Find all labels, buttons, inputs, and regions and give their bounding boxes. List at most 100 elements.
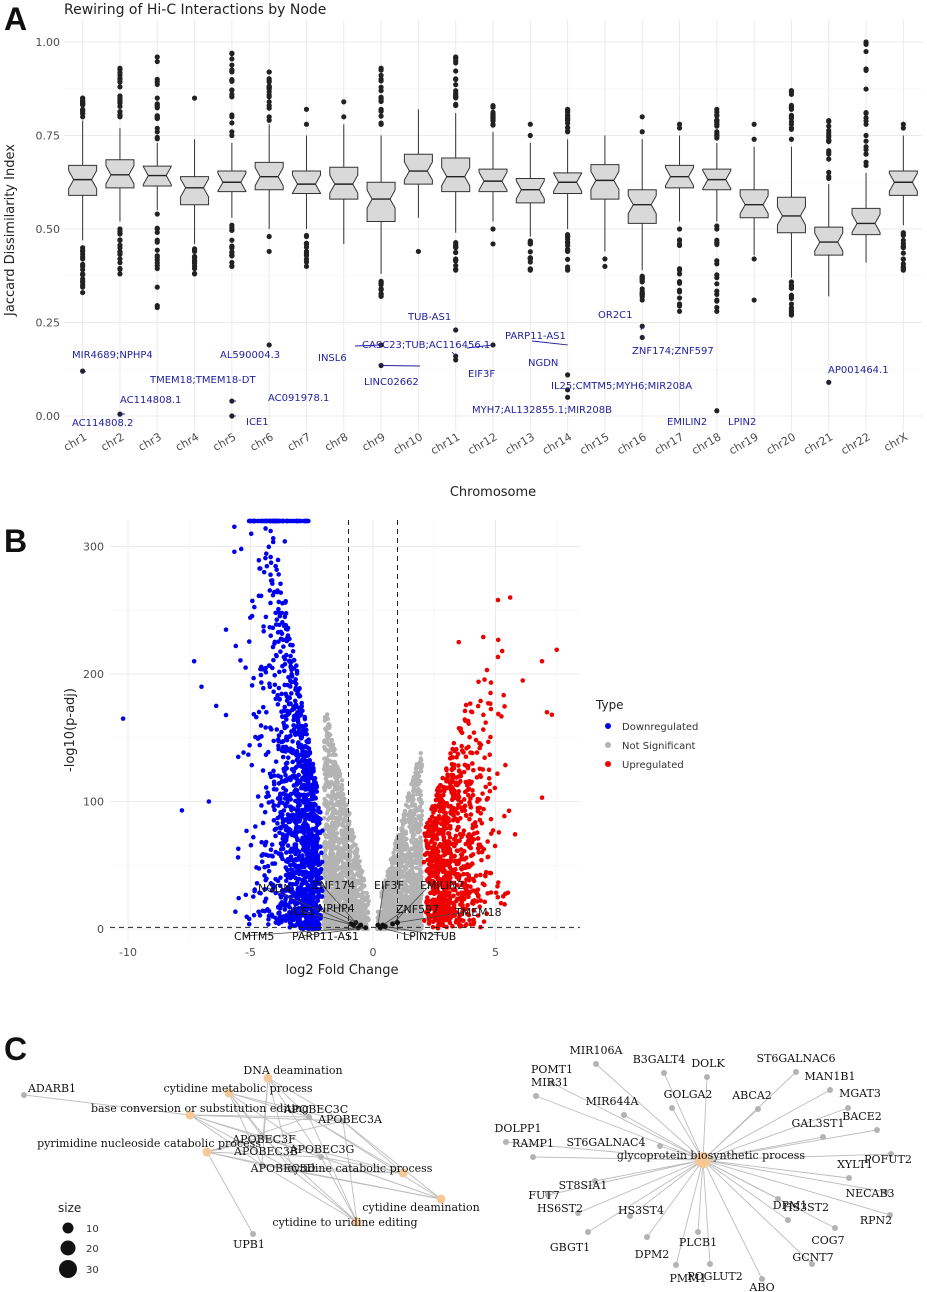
point-downregulated [295, 890, 300, 896]
outlier-point [154, 302, 160, 309]
point-downregulated [272, 682, 278, 688]
point-downregulated [275, 557, 281, 563]
point-downregulated [246, 639, 252, 644]
point-downregulated [243, 892, 249, 898]
point-downregulated [263, 785, 269, 790]
outlier-point [453, 258, 459, 264]
point-downregulated [273, 759, 279, 764]
point-downregulated [279, 631, 285, 636]
outlier-point [154, 54, 160, 60]
point-not-significant [356, 873, 361, 878]
point-downregulated [305, 837, 311, 843]
box-body [403, 153, 433, 185]
point-downregulated [311, 807, 317, 813]
point-not-significant [418, 840, 423, 845]
point-not-significant [402, 808, 408, 814]
point-not-significant [322, 816, 327, 821]
point-downregulated [248, 842, 254, 848]
point-downregulated [282, 682, 287, 688]
point-downregulated [283, 803, 288, 808]
outlier-point [303, 240, 310, 246]
point-downregulated [271, 818, 277, 823]
point-downregulated [313, 861, 319, 866]
point-downregulated [301, 518, 307, 524]
point-downregulated [275, 702, 281, 707]
point-downregulated [191, 658, 197, 664]
point-downregulated [277, 813, 283, 819]
outlier-point [154, 262, 160, 269]
outlier-point [602, 263, 608, 269]
point-downregulated [260, 768, 266, 773]
outlier-point [714, 123, 720, 129]
point-downregulated [310, 833, 316, 838]
outlier-point [788, 301, 795, 307]
point-downregulated [271, 657, 276, 663]
point-downregulated [308, 785, 313, 790]
point-not-significant [360, 869, 365, 874]
point-upregulated [488, 831, 494, 836]
point-not-significant [416, 822, 421, 827]
box-chr22 [851, 39, 881, 263]
box-chr17 [665, 121, 695, 314]
outlier-point [229, 62, 235, 68]
outlier-point [154, 113, 160, 119]
outlier-point [639, 114, 645, 120]
outlier-point [453, 93, 459, 99]
outlier-point [826, 123, 832, 129]
point-not-significant [407, 860, 413, 866]
point-downregulated [247, 615, 253, 620]
point-not-significant [339, 870, 345, 875]
point-downregulated [272, 672, 278, 678]
point-downregulated [259, 853, 265, 858]
box-body [68, 164, 98, 196]
point-not-significant [409, 896, 415, 902]
point-upregulated [484, 797, 490, 802]
point-not-significant [332, 759, 337, 764]
outlier-point [229, 51, 235, 57]
point-not-significant [413, 885, 419, 890]
annotation-connector [454, 327, 457, 331]
point-downregulated [280, 518, 286, 524]
outlier-point [154, 101, 160, 107]
outlier-point [453, 101, 459, 107]
point-downregulated [277, 622, 282, 628]
point-not-significant [322, 787, 328, 793]
outlier-point [191, 266, 198, 272]
point-not-significant [322, 747, 328, 752]
point-not-significant [342, 817, 347, 822]
point-not-significant [357, 899, 363, 904]
point-downregulated [254, 865, 259, 870]
point-not-significant [398, 894, 403, 899]
point-downregulated [235, 855, 241, 860]
point-downregulated [273, 610, 278, 616]
outlier-point [453, 262, 459, 269]
point-downregulated [288, 660, 293, 665]
boxplot-title: Rewiring of Hi-C Interactions by Node [64, 2, 326, 18]
point-downregulated [279, 691, 284, 697]
outlier-point [788, 89, 795, 95]
box-body [515, 178, 545, 204]
outlier-point [266, 69, 272, 75]
point-not-significant [419, 765, 424, 770]
point-downregulated [268, 554, 273, 560]
point-downregulated [232, 549, 237, 555]
point-not-significant [325, 793, 331, 798]
point-downregulated [274, 567, 279, 573]
point-downregulated [277, 825, 282, 831]
point-not-significant [417, 804, 423, 810]
point-not-significant [413, 779, 418, 784]
point-downregulated [297, 867, 302, 872]
point-downregulated [258, 723, 264, 728]
outlier-point [826, 118, 832, 125]
box-chr13 [515, 121, 545, 273]
point-not-significant [324, 729, 329, 735]
annotation-label: EMILIN2 [667, 417, 707, 428]
outlier-point [453, 68, 459, 74]
outlier-point [303, 256, 310, 262]
point-downregulated [285, 625, 291, 631]
point-downregulated [261, 624, 266, 629]
point-not-significant [333, 802, 339, 807]
point-not-significant [400, 852, 406, 858]
point-downregulated [291, 812, 296, 818]
point-downregulated [120, 716, 126, 721]
